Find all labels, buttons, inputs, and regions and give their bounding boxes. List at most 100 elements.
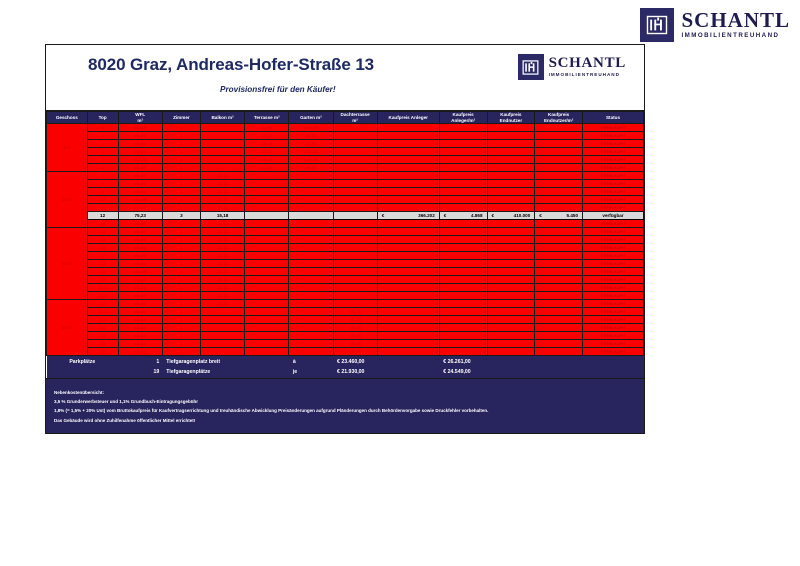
- table-row[interactable]: 22.2 58,64 2 56,23 VERKAUFT: [47, 315, 644, 325]
- table-row[interactable]: 2.OG 14 56,89 2 10,51 VERKAUFT: [46, 227, 644, 301]
- table-row[interactable]: 19 104,99 4 10,51 VERKAUFT: [47, 267, 644, 277]
- status-badge: VERKAUFT: [582, 283, 644, 293]
- cell-money: [534, 283, 584, 293]
- cell-terrasse: [244, 227, 290, 237]
- table-row[interactable]: 2 56,89 2 14,13 48,06 VERKAUFT: [47, 131, 644, 141]
- cell-dachterrasse: [332, 211, 378, 221]
- cell-top: 6: [86, 163, 119, 173]
- parking-count: 1: [118, 355, 163, 367]
- table-row[interactable]: EG 1 56,89 2 11,96 129,47 VERKAUFT: [46, 123, 644, 173]
- cell-money: [438, 307, 488, 317]
- cell-money: €366.202: [376, 211, 440, 221]
- cell-garten: [288, 299, 334, 309]
- table-row[interactable]: 12 75,23 3 15,18 €366.202 €4.868 €410.000 €5.45…: [47, 211, 644, 221]
- table-row[interactable]: 6 56,89 2 14,96 39,06 VERKAUFT: [47, 163, 644, 173]
- cell-terrasse: [244, 211, 290, 221]
- cell-money: [534, 227, 584, 237]
- cell-terrasse: [244, 275, 290, 285]
- cell-money: [438, 147, 488, 157]
- cell-balkon: [199, 307, 246, 317]
- cell-money: €410.000: [486, 211, 536, 221]
- table-row[interactable]: 21.2 56,89 2 10,51 VERKAUFT: [47, 291, 644, 301]
- cell-garten: 129,47: [288, 123, 334, 133]
- table-row[interactable]: 23 58,64 2 56,23 VERKAUFT: [47, 323, 644, 333]
- table-row[interactable]: 10 104,99 4 10,51 VERKAUFT: [47, 195, 644, 205]
- table-row[interactable]: 22.1 58,65 2 56,78 VERKAUFT: [47, 307, 644, 317]
- status-badge: VERKAUFT: [582, 219, 644, 229]
- cell-money: [438, 323, 488, 333]
- cell-money: [534, 163, 584, 173]
- cell-dachterrasse: [332, 195, 378, 205]
- cell-garten: [288, 235, 334, 245]
- table-row[interactable]: 16 56,64 2 10,51 VERKAUFT: [47, 243, 644, 253]
- table-row[interactable]: 3 56,64 2 18,13 53,89 VERKAUFT: [47, 139, 644, 149]
- table-row[interactable]: 17 56,89 2 10,51 VERKAUFT: [47, 251, 644, 261]
- table-row[interactable]: 9 56,64 2 10,51 VERKAUFT: [47, 187, 644, 197]
- cell-dachterrasse: [332, 259, 378, 269]
- table-row[interactable]: 18 56,64 2 10,51 VERKAUFT: [47, 259, 644, 269]
- cell-balkon: [199, 139, 246, 149]
- table-row[interactable]: 4 74,94 3 20,30 242,48 VERKAUFT: [47, 147, 644, 157]
- cell-dachterrasse: [332, 147, 378, 157]
- cell-balkon: 10,51: [199, 267, 246, 277]
- cell-zimmer: 2: [161, 307, 202, 317]
- cell-wfl: 56,64: [117, 139, 163, 149]
- col-garten: Garten m²: [288, 110, 334, 125]
- cell-money: [486, 155, 536, 165]
- brand-subtitle-inner: IMMOBILIENTREUHAND: [548, 72, 620, 78]
- table-row[interactable]: 1.OG 7 56,89 2 10,51 VERKAUFT: [46, 171, 644, 229]
- status-badge: VERKAUFT: [582, 163, 644, 173]
- cell-money: [376, 251, 440, 261]
- status-badge: VERKAUFT: [582, 307, 644, 317]
- cell-zimmer: 2: [161, 323, 202, 333]
- cell-dachterrasse: [332, 171, 378, 181]
- cell-money: [376, 291, 440, 301]
- cell-money: [486, 267, 536, 277]
- table-row[interactable]: 11 75,23 3 15,18 VERKAUFT: [47, 203, 644, 213]
- cell-wfl: 113,28: [117, 155, 163, 165]
- cell-terrasse: 11,96: [244, 123, 290, 133]
- cell-money: [438, 299, 488, 309]
- cell-money: [486, 171, 536, 181]
- cell-money: [534, 187, 584, 197]
- cell-money: [438, 179, 488, 189]
- cell-dachterrasse: [332, 179, 378, 189]
- cell-top: 1: [86, 123, 119, 133]
- table-row[interactable]: 8 56,89 2 10,51 VERKAUFT: [47, 179, 644, 189]
- parking-price-anleger: € 21.930,00: [333, 366, 440, 378]
- cell-balkon: 10,51: [199, 179, 246, 189]
- cell-zimmer: 3: [161, 147, 202, 157]
- cell-garten: 53,89: [288, 139, 334, 149]
- cell-terrasse: [244, 283, 290, 293]
- cell-money: [534, 291, 584, 301]
- table-row[interactable]: 20 75,23 3 15,18 VERKAUFT: [47, 275, 644, 285]
- cell-money: [486, 251, 536, 261]
- cell-money: [534, 179, 584, 189]
- brand-logo-inner: SCHANTL IMMOBILIENTREUHAND: [517, 54, 626, 80]
- cell-money: [534, 243, 584, 253]
- table-row[interactable]: 3.OG 21 56,89 2 10,51 VERKAUFT: [46, 299, 644, 357]
- cell-money: [376, 283, 440, 293]
- cell-balkon: 10,51: [199, 219, 246, 229]
- cell-terrasse: 29,40: [244, 155, 290, 165]
- cell-money: [376, 307, 440, 317]
- cell-dachterrasse: [332, 139, 378, 149]
- table-row[interactable]: 5 113,28 4 29,40 340,38 VERKAUFT: [47, 155, 644, 165]
- cell-garten: [288, 331, 334, 341]
- col-zimmer: Zimmer: [161, 110, 202, 125]
- table-row[interactable]: 26 58,64 2 56,23 VERKAUFT: [47, 347, 644, 357]
- table-row[interactable]: 24 58,64 2 56,23 VERKAUFT: [47, 331, 644, 341]
- cell-money: [486, 123, 536, 133]
- table-row[interactable]: 13 56,89 2 10,51 VERKAUFT: [47, 219, 644, 229]
- table-row[interactable]: 21.1 75,23 3 15,02 VERKAUFT: [47, 283, 644, 293]
- table-row[interactable]: 25 58,64 2 56,23 VERKAUFT: [47, 339, 644, 349]
- table-row[interactable]: 15 56,89 2 10,51 VERKAUFT: [47, 235, 644, 245]
- note-line-1: 3,5 % Grunderwerbsteuer und 1,1% Grundbu…: [54, 399, 199, 405]
- cell-geschoss: 2.OG: [46, 227, 88, 301]
- cell-money: [438, 195, 488, 205]
- cell-terrasse: [244, 179, 290, 189]
- cell-dachterrasse: 56,23: [332, 331, 378, 341]
- cell-wfl: 56,89: [117, 131, 163, 141]
- cell-balkon: [199, 147, 246, 157]
- cell-garten: [288, 251, 334, 261]
